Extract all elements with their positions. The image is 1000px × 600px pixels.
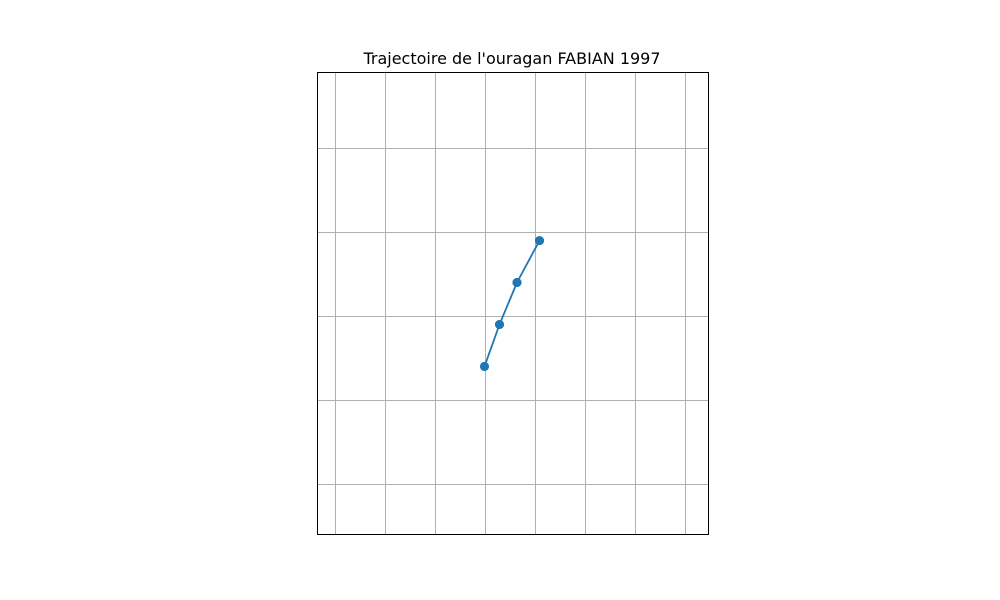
chart-title: Trajectoire de l'ouragan FABIAN 1997: [362, 49, 660, 68]
series-line: [483, 239, 541, 368]
data-point: [535, 236, 544, 246]
data-point: [480, 361, 489, 371]
data-point: [512, 278, 522, 287]
plot-area: [480, 236, 544, 371]
grid: [318, 73, 708, 534]
data-point: [495, 320, 504, 329]
plot-frame: [317, 72, 709, 535]
